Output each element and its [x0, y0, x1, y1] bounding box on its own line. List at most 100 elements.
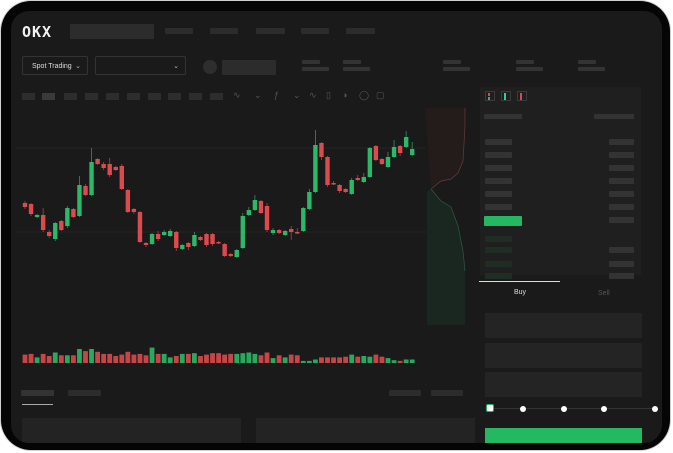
sell-tab[interactable]: Sell [598, 290, 610, 297]
volume-bar [192, 353, 197, 363]
trend-line-icon[interactable]: ∿ [309, 90, 317, 100]
candle [276, 229, 282, 234]
candlestick-chart[interactable] [11, 11, 662, 443]
volume-bar [95, 351, 100, 363]
slider-stop-75[interactable] [601, 406, 607, 412]
candle [101, 162, 106, 170]
candle-body [282, 231, 288, 235]
candle-body [204, 234, 209, 245]
candle-body [410, 149, 415, 155]
candle-body [192, 235, 197, 246]
slider-track[interactable] [490, 408, 655, 409]
slider-stop-100[interactable] [652, 406, 658, 412]
volume-bar [246, 352, 252, 363]
pair-price [222, 60, 276, 75]
candle [367, 147, 373, 178]
candle [325, 156, 330, 187]
candle-body [47, 232, 52, 236]
stat-value [343, 67, 370, 71]
candle [295, 228, 300, 234]
price-input[interactable] [485, 313, 642, 338]
nav-item[interactable] [210, 28, 238, 34]
slider-stop-25[interactable] [520, 406, 526, 412]
candle-body [113, 167, 118, 170]
candle [289, 226, 294, 240]
volume-bar [149, 347, 155, 363]
timeframe-button[interactable] [127, 93, 140, 100]
volume-bar [270, 358, 276, 363]
bid-amount [609, 273, 634, 279]
volume-bar [101, 353, 107, 363]
orderbook-asks-icon[interactable] [517, 91, 527, 101]
volume-bar [113, 356, 119, 363]
candle-body [34, 215, 40, 217]
chevron-down-icon[interactable]: ⌄ [293, 90, 301, 100]
candle [264, 203, 270, 232]
line-chart-icon[interactable]: ∿ [233, 90, 241, 100]
timeframe-button[interactable] [106, 93, 119, 100]
nav-item[interactable] [165, 28, 193, 34]
timeframe-button[interactable] [210, 93, 223, 100]
volume-bar [367, 356, 373, 363]
volume-bar [361, 356, 367, 363]
volume-bar [349, 354, 355, 363]
depth-bids-line [430, 188, 466, 272]
ask-price [485, 191, 512, 197]
timeframe-button[interactable] [148, 93, 161, 100]
volume-bar [252, 353, 258, 363]
stat-value [516, 67, 543, 71]
candle [301, 207, 306, 232]
pair-dropdown[interactable]: ⌄ [95, 56, 186, 75]
fx-icon[interactable]: ƒ [274, 90, 280, 100]
timeframe-button[interactable] [64, 93, 77, 100]
search-bar[interactable] [70, 24, 154, 39]
slider-stop-50[interactable] [561, 406, 567, 412]
candle-body [325, 157, 330, 185]
buy-button[interactable] [485, 428, 642, 443]
candle-body [174, 232, 179, 248]
gauge-icon[interactable]: ◑ [342, 90, 348, 100]
open-orders-tab[interactable] [21, 390, 54, 396]
bid-price [485, 236, 512, 242]
ask-amount [609, 165, 634, 171]
nav-item[interactable] [256, 28, 285, 34]
buy-tab[interactable]: Buy [514, 289, 527, 296]
candle-body [397, 146, 403, 153]
filter-button[interactable] [389, 390, 421, 396]
fullscreen-icon[interactable]: ▢ [376, 90, 385, 100]
timeframe-button[interactable] [189, 93, 202, 100]
candle [216, 241, 221, 244]
filter-button[interactable] [431, 390, 463, 396]
volume-bar [28, 353, 34, 363]
candle [234, 249, 239, 258]
slider-handle[interactable] [486, 404, 494, 412]
candle [89, 148, 94, 196]
volume-bar [379, 356, 385, 363]
settings-circle-icon[interactable]: ◯ [359, 90, 370, 100]
orderbook-both-icon[interactable] [485, 91, 495, 101]
okx-logo[interactable]: OKX [22, 23, 53, 41]
candle [397, 145, 403, 156]
trading-mode-dropdown[interactable]: Spot Trading ⌄ [22, 56, 88, 75]
total-input[interactable] [485, 372, 642, 397]
ruler-icon[interactable]: ▯ [326, 90, 331, 100]
nav-item[interactable] [346, 28, 375, 34]
timeframe-button[interactable] [168, 93, 181, 100]
candle [107, 158, 112, 177]
indicator-icon[interactable]: ⌄ [254, 90, 262, 100]
order-history-tab[interactable] [68, 390, 101, 396]
amount-input[interactable] [485, 343, 642, 368]
candle [174, 231, 179, 251]
timeframe-button[interactable] [22, 93, 35, 100]
orderbook-bids-icon[interactable] [501, 91, 511, 101]
candle [240, 213, 245, 249]
nav-item[interactable] [301, 28, 329, 34]
candle [343, 188, 348, 193]
volume-bar [179, 353, 185, 363]
candle-body [119, 166, 124, 189]
volume-bar [282, 357, 288, 363]
bid-price [485, 247, 512, 253]
timeframe-button[interactable] [85, 93, 98, 100]
timeframe-button[interactable] [42, 93, 55, 100]
candle [210, 233, 215, 246]
